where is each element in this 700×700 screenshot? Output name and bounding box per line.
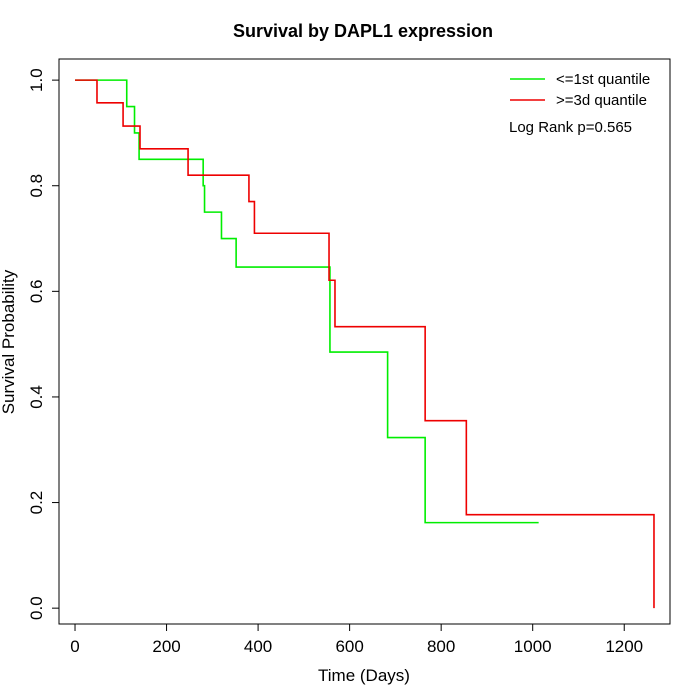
x-tick-label: 400: [244, 637, 272, 656]
legend-label-low: <=1st quantile: [556, 71, 650, 88]
x-tick-label: 0: [70, 637, 79, 656]
x-tick-label: 600: [335, 637, 363, 656]
x-tick-label: 1000: [514, 637, 552, 656]
y-tick-label: 0.4: [27, 385, 46, 409]
y-axis-label: Survival Probability: [0, 269, 18, 414]
plot-frame: [58, 58, 671, 625]
legend-label-high: >=3d quantile: [556, 92, 647, 109]
log-rank-annotation: Log Rank p=0.565: [509, 119, 632, 136]
x-axis: 0 200 400 600 800 1000 1200: [70, 623, 643, 656]
chart-title: Survival by DAPL1 expression: [233, 21, 493, 41]
x-tick-label: 1200: [605, 637, 643, 656]
y-tick-label: 0.8: [27, 174, 46, 198]
x-tick-label: 800: [427, 637, 455, 656]
series-line-low: [75, 79, 539, 524]
y-tick-label: 0.2: [27, 491, 46, 515]
series-layer: [75, 79, 655, 609]
y-axis: 0.0 0.2 0.4 0.6 0.8 1.0: [27, 68, 60, 620]
y-tick-label: 1.0: [27, 68, 46, 92]
x-tick-label: 200: [152, 637, 180, 656]
y-tick-label: 0.0: [27, 596, 46, 620]
series-line-high: [75, 79, 655, 609]
x-axis-label: Time (Days): [318, 666, 410, 685]
legend: <=1st quantile >=3d quantile: [510, 71, 650, 109]
y-tick-label: 0.6: [27, 280, 46, 304]
